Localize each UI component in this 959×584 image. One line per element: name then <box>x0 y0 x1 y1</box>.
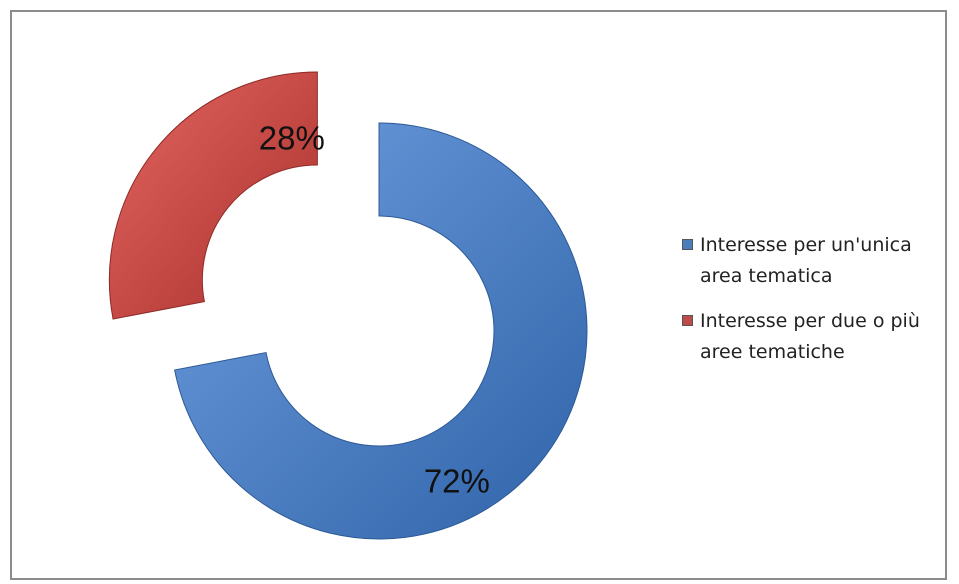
legend-item-multiple-areas: Interesse per due o più aree tematiche <box>682 306 944 368</box>
slice-single-area <box>174 122 588 540</box>
legend-swatch-multiple-areas <box>682 315 693 326</box>
legend-swatch-single-area <box>682 239 693 250</box>
data-label-single-area: 72% <box>424 463 490 500</box>
slice-multiple-areas <box>108 71 318 320</box>
donut-chart: 72% 28% <box>108 71 588 540</box>
legend-label-multiple-areas-line1: Interesse per due o più <box>700 310 920 332</box>
legend: Interesse per un'unica area tematica Int… <box>682 230 944 382</box>
legend-label-multiple-areas-line2: aree tematiche <box>700 341 845 363</box>
legend-label-single-area-line2: area tematica <box>700 265 833 287</box>
data-label-multiple-areas: 28% <box>259 120 325 157</box>
chart-area: 72% 28% Interesse per un'unica area temat… <box>10 10 947 580</box>
legend-item-single-area: Interesse per un'unica area tematica <box>682 230 944 292</box>
legend-label-single-area-line1: Interesse per un'unica <box>700 234 912 256</box>
